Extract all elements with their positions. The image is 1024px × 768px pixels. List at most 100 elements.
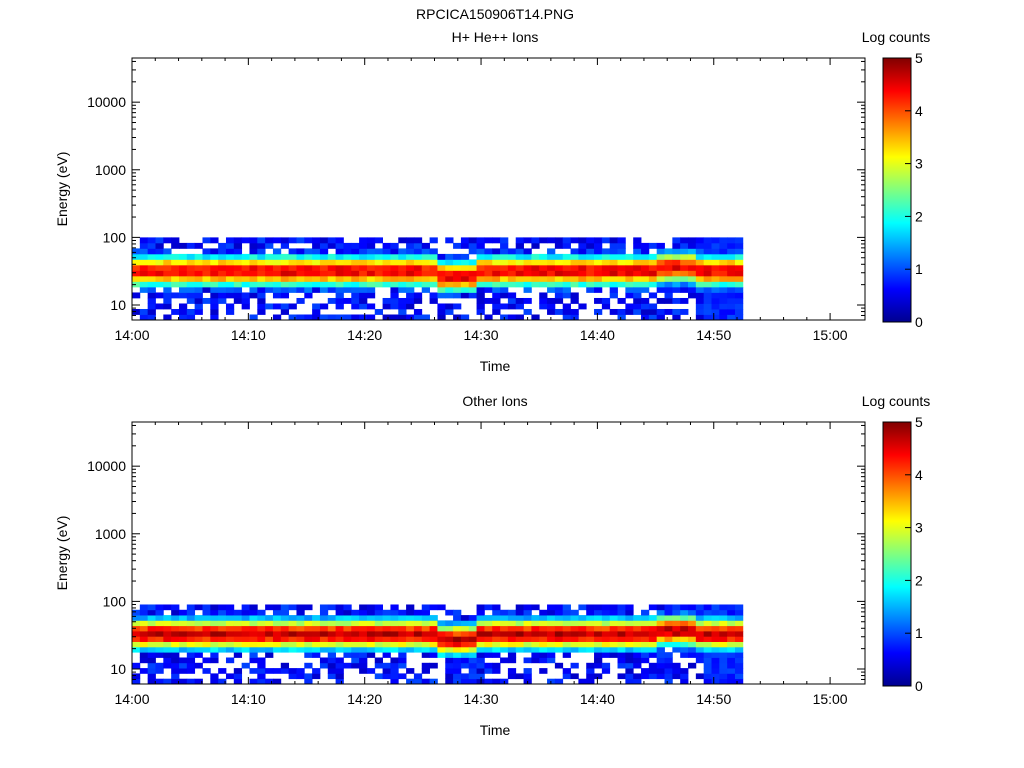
spectrogram-cell (335, 673, 344, 680)
spectrogram-cell (578, 242, 587, 249)
spectrogram-cell (727, 253, 736, 260)
spectrogram-cell (547, 248, 556, 255)
spectrogram-cell (523, 275, 532, 282)
spectrogram-cell (578, 636, 587, 642)
spectrogram-cell (421, 625, 430, 632)
spectrogram-cell (570, 636, 579, 642)
spectrogram-cell (280, 308, 290, 315)
spectrogram-cell (225, 636, 235, 642)
spectrogram-cell (132, 620, 141, 627)
spectrogram-cell (343, 297, 352, 304)
spectrogram-cell (594, 308, 603, 315)
spectrogram-cell (147, 662, 156, 669)
spectrogram-cell (695, 259, 705, 266)
spectrogram-cell (171, 646, 180, 653)
spectrogram-cell (468, 237, 477, 244)
spectrogram-cell (374, 620, 383, 627)
spectrogram-cell (132, 308, 141, 315)
spectrogram-cell (249, 604, 258, 611)
spectrogram-cell (547, 620, 556, 627)
spectrogram-cell (406, 615, 415, 621)
spectrogram-cell (562, 264, 571, 271)
spectrogram-cell (312, 264, 321, 271)
spectrogram-cell (327, 652, 337, 658)
spectrogram-cell (711, 657, 720, 664)
spectrogram-cell (664, 641, 673, 648)
spectrogram-cell (296, 314, 305, 321)
spectrogram-cell (139, 237, 149, 244)
spectrogram-cell (523, 609, 532, 616)
spectrogram-cell (515, 646, 524, 653)
spectrogram-cell (225, 630, 235, 637)
spectrogram-cell (186, 636, 196, 642)
spectrogram-cell (319, 641, 329, 648)
spectrogram-cell (719, 237, 728, 244)
spectrogram-cell (578, 625, 587, 632)
spectrogram-cell (194, 615, 203, 621)
spectrogram-cell (171, 270, 180, 277)
spectrogram-cell (688, 604, 697, 611)
spectrogram-cell (178, 620, 188, 627)
spectrogram-cell (366, 630, 376, 637)
spectrogram-cell (241, 604, 250, 611)
spectrogram-cell (492, 281, 501, 288)
spectrogram-cell (656, 646, 665, 653)
spectrogram-cell (531, 636, 540, 642)
spectrogram-cell (515, 620, 524, 627)
spectrogram-cell (413, 630, 423, 637)
spectrogram-cell (163, 303, 172, 310)
spectrogram-cell (648, 253, 658, 260)
spectrogram-cell (390, 620, 399, 627)
spectrogram-cell (445, 657, 454, 664)
spectrogram-cell (296, 264, 305, 271)
spectrogram-cell (735, 270, 744, 277)
spectrogram-cell (171, 668, 180, 674)
spectrogram-cell (413, 615, 423, 621)
spectrogram-cell (413, 275, 423, 282)
spectrogram-cell (735, 646, 744, 653)
spectrogram-cell (719, 286, 728, 293)
spectrogram-cell (445, 646, 454, 653)
spectrogram-cell (680, 604, 689, 611)
spectrogram-cell (296, 636, 305, 642)
spectrogram-cell (304, 641, 313, 648)
spectrogram-cell (703, 604, 712, 611)
spectrogram-cell (594, 286, 603, 293)
spectrogram-cell (186, 646, 196, 653)
spectrogram-cell (233, 609, 243, 616)
spectrogram-cell (265, 242, 274, 249)
spectrogram-cell (460, 314, 470, 321)
spectrogram-cell (735, 625, 744, 632)
spectrogram-cell (296, 270, 305, 277)
spectrogram-cell (272, 646, 282, 653)
spectrogram-cell (570, 314, 579, 321)
spectrogram-cell (562, 270, 571, 277)
spectrogram-cell (445, 253, 454, 260)
spectrogram-cell (374, 609, 383, 616)
spectrogram-cell (625, 662, 634, 669)
spectrogram-cell (727, 259, 736, 266)
spectrogram-cell (531, 270, 540, 277)
spectrogram-cell (562, 609, 571, 616)
spectrogram-cell (249, 259, 258, 266)
spectrogram-cell (147, 641, 156, 648)
spectrogram-cell (210, 286, 219, 293)
spectrogram-cell (398, 625, 407, 632)
spectrogram-cell (641, 253, 650, 260)
spectrogram-cell (343, 636, 352, 642)
spectrogram-cell (155, 281, 164, 288)
spectrogram-cell (218, 292, 227, 299)
spectrogram-cell (656, 270, 665, 277)
spectrogram-cell (406, 292, 415, 299)
spectrogram-cell (296, 668, 305, 674)
spectrogram-cell (366, 286, 376, 293)
spectrogram-cell (515, 314, 524, 321)
spectrogram-cell (453, 292, 462, 299)
spectrogram-cell (680, 259, 689, 266)
spectrogram-cell (139, 253, 149, 260)
spectrogram-cell (374, 615, 383, 621)
spectrogram-cell (601, 237, 611, 244)
spectrogram-cell (390, 657, 399, 664)
spectrogram-cell (453, 662, 462, 669)
spectrogram-cell (178, 636, 188, 642)
